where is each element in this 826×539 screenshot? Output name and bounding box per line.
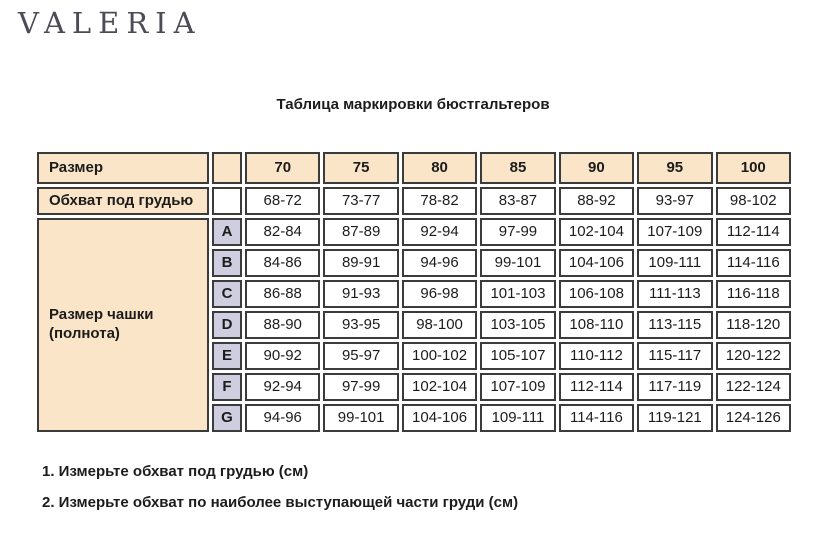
cup-row: F 92-94 97-99 102-104 107-109 112-114 117-119 1…	[37, 373, 791, 401]
cup-value-cell: 102-104	[558, 218, 635, 246]
size-header-cell: 95	[637, 152, 713, 184]
cup-value-cell: 92-94	[401, 218, 478, 246]
cup-label-cell: Размер чашки (полнота)	[37, 218, 209, 432]
cup-value-cell: 88-90	[245, 311, 321, 339]
cup-value-cell: 97-99	[323, 373, 399, 401]
cup-letter-cell: C	[212, 280, 242, 308]
cup-value-cell: 91-93	[323, 280, 399, 308]
cup-value-cell: 114-116	[715, 249, 791, 277]
cup-value-cell: 92-94	[245, 373, 321, 401]
underbust-value-cell: 98-102	[715, 187, 791, 215]
page-title: Таблица маркировки бюстгальтеров	[276, 96, 550, 113]
cup-value-cell: 103-105	[480, 311, 556, 339]
size-header-cell: 100	[715, 152, 791, 184]
cup-value-cell: 100-102	[401, 342, 478, 370]
underbust-value-cell: 68-72	[245, 187, 321, 215]
cup-value-cell: 122-124	[715, 373, 791, 401]
brand-logo: VALERIA	[18, 6, 202, 40]
underbust-label-cell: Обхват под грудью	[37, 187, 209, 215]
size-header-cell: 80	[401, 152, 478, 184]
cup-value-cell: 124-126	[715, 404, 791, 432]
cup-value-cell: 115-117	[637, 342, 713, 370]
cup-value-cell: 120-122	[715, 342, 791, 370]
cup-value-cell: 110-112	[558, 342, 635, 370]
cup-value-cell: 95-97	[323, 342, 399, 370]
size-table: Размер 70 75 80 85 90 95 100 Обхват под грудью 68…	[34, 149, 794, 435]
cup-row: Размер чашки (полнота) A 82-84 87-89 92-94 97…	[37, 218, 791, 432]
cup-value-cell: 107-109	[480, 373, 556, 401]
cup-value-cell: 104-106	[401, 404, 478, 432]
cup-value-cell: 102-104	[401, 373, 478, 401]
cup-value-cell: 117-119	[637, 373, 713, 401]
size-header-row: Размер 70 75 80 85 90 95 100	[37, 152, 791, 184]
footnote-2: 2. Измерьте обхват по наиболее выступающ…	[42, 494, 519, 511]
cup-value-cell: 113-115	[637, 311, 713, 339]
cup-value-cell: 89-91	[323, 249, 399, 277]
cup-value-cell: 104-106	[558, 249, 635, 277]
cup-value-cell: 105-107	[480, 342, 556, 370]
cup-value-cell: 84-86	[245, 249, 321, 277]
cup-value-cell: 86-88	[245, 280, 321, 308]
cup-letter-cell: E	[212, 342, 242, 370]
cup-value-cell: 119-121	[637, 404, 713, 432]
spacer-cell	[212, 187, 242, 215]
cup-value-cell: 90-92	[245, 342, 321, 370]
cup-letter-cell: F	[212, 373, 242, 401]
cup-letter-cell: D	[212, 311, 242, 339]
cup-value-cell: 114-116	[558, 404, 635, 432]
cup-value-cell: 93-95	[323, 311, 399, 339]
cup-letter-cell: G	[212, 404, 242, 432]
cup-letter-cell: A	[212, 218, 242, 246]
cup-value-cell: 112-114	[558, 373, 635, 401]
cup-row: C 86-88 91-93 96-98 101-103 106-108 111-113 116…	[37, 280, 791, 308]
size-header-cell: 70	[245, 152, 321, 184]
size-header-cell: 90	[558, 152, 635, 184]
cup-value-cell: 116-118	[715, 280, 791, 308]
size-header-cell: 75	[323, 152, 399, 184]
size-header-cell: 85	[480, 152, 556, 184]
cup-value-cell: 97-99	[480, 218, 556, 246]
cup-value-cell: 118-120	[715, 311, 791, 339]
underbust-value-cell: 83-87	[480, 187, 556, 215]
size-table-wrap: Размер 70 75 80 85 90 95 100 Обхват под грудью 68…	[34, 149, 794, 435]
cup-value-cell: 87-89	[323, 218, 399, 246]
cup-row: E 90-92 95-97 100-102 105-107 110-112 115-117 1…	[37, 342, 791, 370]
spacer-cell	[212, 152, 242, 184]
footnotes: 1. Измерьте обхват под грудью (см) 2. Из…	[42, 463, 518, 525]
cup-letter-cell: B	[212, 249, 242, 277]
cup-value-cell: 94-96	[401, 249, 478, 277]
size-label-cell: Размер	[37, 152, 209, 184]
underbust-value-cell: 88-92	[558, 187, 635, 215]
cup-value-cell: 108-110	[558, 311, 635, 339]
cup-value-cell: 101-103	[480, 280, 556, 308]
cup-value-cell: 106-108	[558, 280, 635, 308]
cup-value-cell: 94-96	[245, 404, 321, 432]
underbust-value-cell: 78-82	[401, 187, 478, 215]
cup-value-cell: 98-100	[401, 311, 478, 339]
cup-row: G 94-96 99-101 104-106 109-111 114-116 119-121…	[37, 404, 791, 432]
cup-value-cell: 112-114	[715, 218, 791, 246]
cup-row: B 84-86 89-91 94-96 99-101 104-106 109-111 114-…	[37, 249, 791, 277]
underbust-value-cell: 93-97	[637, 187, 713, 215]
cup-value-cell: 109-111	[637, 249, 713, 277]
cup-row: D 88-90 93-95 98-100 103-105 108-110 113-115 11…	[37, 311, 791, 339]
footnote-1: 1. Измерьте обхват под грудью (см)	[42, 463, 309, 480]
cup-value-cell: 99-101	[480, 249, 556, 277]
cup-value-cell: 96-98	[401, 280, 478, 308]
cup-value-cell: 109-111	[480, 404, 556, 432]
cup-value-cell: 111-113	[637, 280, 713, 308]
underbust-row: Обхват под грудью 68-72 73-77 78-82 83-87 88-…	[37, 187, 791, 215]
cup-value-cell: 107-109	[637, 218, 713, 246]
underbust-value-cell: 73-77	[323, 187, 399, 215]
cup-value-cell: 99-101	[323, 404, 399, 432]
cup-value-cell: 82-84	[245, 218, 321, 246]
